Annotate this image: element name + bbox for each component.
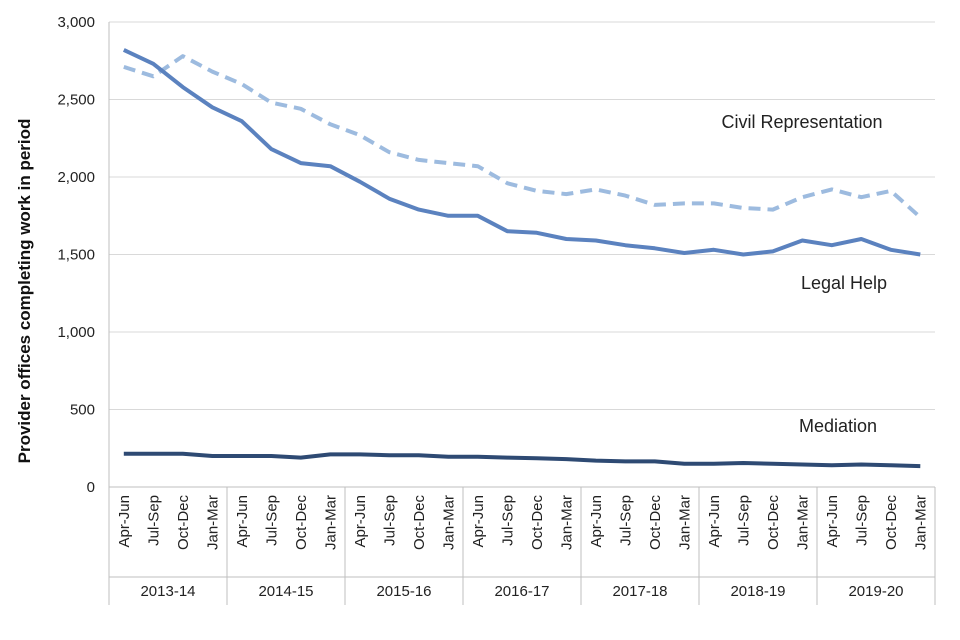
year-group-label: 2017-18: [612, 583, 667, 600]
y-axis-title: Provider offices completing work in peri…: [15, 119, 34, 464]
year-group-label: 2016-17: [494, 583, 549, 600]
x-tick-label: Apr-Jun: [234, 495, 251, 548]
x-tick-label: Jan-Mar: [912, 495, 929, 550]
x-tick-label: Oct-Dec: [411, 495, 428, 551]
gridlines: [109, 21, 935, 410]
x-tick-label: Jan-Mar: [440, 495, 457, 550]
x-tick-label: Oct-Dec: [883, 495, 900, 551]
x-tick-label: Oct-Dec: [765, 495, 782, 551]
x-tick-label: Jul-Sep: [735, 495, 752, 546]
x-tick-label: Jul-Sep: [617, 495, 634, 546]
axes: 0 500 1,000 1,500 2,000 2,500 3,000: [57, 14, 936, 605]
y-tick-label: 2,500: [57, 92, 95, 109]
x-tick-label: Jul-Sep: [499, 495, 516, 546]
x-tick-label: Jan-Mar: [794, 495, 811, 550]
year-group-label: 2019-20: [848, 583, 903, 600]
x-tick-label: Oct-Dec: [529, 495, 546, 551]
y-tick-label: 3,000: [57, 14, 95, 31]
year-group-label: 2015-16: [376, 583, 431, 600]
x-tick-label: Oct-Dec: [647, 495, 664, 551]
series-line-legal-help: [122, 48, 921, 257]
x-tick-label: Apr-Jun: [824, 495, 841, 548]
series-label: Civil Representation: [721, 112, 882, 132]
x-tick-label: Apr-Jun: [470, 495, 487, 548]
x-tick-label: Jul-Sep: [853, 495, 870, 546]
x-tick-label: Jul-Sep: [145, 495, 162, 546]
year-group-label: 2018-19: [730, 583, 785, 600]
series-line-mediation: [123, 451, 921, 469]
x-tick-label: Apr-Jun: [588, 495, 605, 548]
series-label: Legal Help: [801, 273, 887, 293]
x-tick-label: Oct-Dec: [293, 495, 310, 551]
x-tick-label: Jan-Mar: [558, 495, 575, 550]
x-tick-label: Apr-Jun: [706, 495, 723, 548]
series-lines: [122, 48, 922, 469]
series-label: Mediation: [799, 416, 877, 436]
y-tick-label: 2,000: [57, 169, 95, 186]
x-tick-label: Apr-Jun: [352, 495, 369, 548]
year-group-label: 2013-14: [140, 583, 195, 600]
x-tick-label: Jan-Mar: [322, 495, 339, 550]
y-tick-label: 0: [87, 479, 95, 496]
y-tick-label: 1,500: [57, 247, 95, 264]
x-tick-label: Oct-Dec: [175, 495, 192, 551]
x-tick-label: Jul-Sep: [263, 495, 280, 546]
labels: Apr-Jun Jul-Sep Oct-Dec Jan-Mar Apr-Jun Jul-S…: [15, 112, 929, 600]
y-tick-label: 500: [70, 402, 95, 419]
x-tick-label: Apr-Jun: [116, 495, 133, 548]
series-line-civil-representation: [123, 54, 922, 219]
x-tick-label: Jan-Mar: [204, 495, 221, 550]
x-tick-label: Jan-Mar: [676, 495, 693, 550]
y-tick-label: 1,000: [57, 324, 95, 341]
year-group-label: 2014-15: [258, 583, 313, 600]
x-tick-label: Jul-Sep: [381, 495, 398, 546]
